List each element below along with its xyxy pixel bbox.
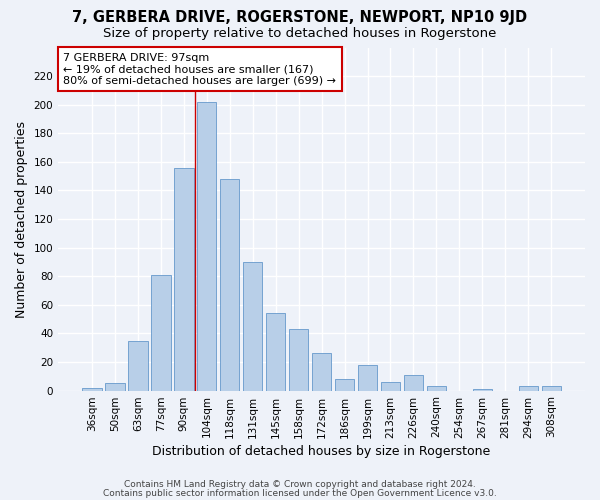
Bar — [197, 102, 217, 391]
Bar — [542, 386, 561, 390]
Bar — [105, 384, 125, 390]
Text: 7, GERBERA DRIVE, ROGERSTONE, NEWPORT, NP10 9JD: 7, GERBERA DRIVE, ROGERSTONE, NEWPORT, N… — [73, 10, 527, 25]
Bar — [151, 275, 170, 390]
Bar — [518, 386, 538, 390]
Bar — [82, 388, 101, 390]
Text: Contains public sector information licensed under the Open Government Licence v3: Contains public sector information licen… — [103, 489, 497, 498]
Text: Contains HM Land Registry data © Crown copyright and database right 2024.: Contains HM Land Registry data © Crown c… — [124, 480, 476, 489]
X-axis label: Distribution of detached houses by size in Rogerstone: Distribution of detached houses by size … — [152, 444, 491, 458]
Bar — [427, 386, 446, 390]
Bar — [174, 168, 194, 390]
Bar — [358, 365, 377, 390]
Bar — [243, 262, 262, 390]
Bar — [312, 354, 331, 391]
Y-axis label: Number of detached properties: Number of detached properties — [15, 120, 28, 318]
Text: Size of property relative to detached houses in Rogerstone: Size of property relative to detached ho… — [103, 28, 497, 40]
Bar — [335, 379, 355, 390]
Bar — [404, 375, 423, 390]
Bar — [266, 314, 286, 390]
Bar — [220, 179, 239, 390]
Bar — [473, 389, 492, 390]
Bar — [128, 340, 148, 390]
Bar — [289, 329, 308, 390]
Text: 7 GERBERA DRIVE: 97sqm
← 19% of detached houses are smaller (167)
80% of semi-de: 7 GERBERA DRIVE: 97sqm ← 19% of detached… — [64, 52, 337, 86]
Bar — [381, 382, 400, 390]
